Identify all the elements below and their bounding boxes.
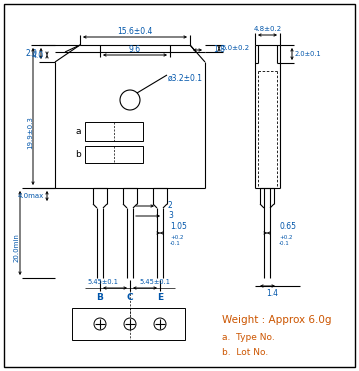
Text: 3: 3 (168, 211, 173, 220)
Text: B: B (97, 293, 103, 302)
Text: 1.4: 1.4 (266, 289, 279, 298)
Text: Weight : Approx 6.0g: Weight : Approx 6.0g (222, 315, 331, 325)
Text: 5.45±0.1: 5.45±0.1 (88, 279, 118, 285)
Text: 1.05: 1.05 (170, 222, 187, 231)
Text: 4.0max: 4.0max (18, 193, 44, 199)
Text: 0.65: 0.65 (279, 222, 296, 231)
Text: 5.45±0.1: 5.45±0.1 (140, 279, 171, 285)
Text: +0.2
-0.1: +0.2 -0.1 (170, 235, 183, 246)
Text: 1.8: 1.8 (213, 46, 225, 55)
Text: b: b (75, 150, 81, 159)
Text: 2.0±0.1: 2.0±0.1 (295, 51, 322, 57)
Text: 2.0: 2.0 (26, 49, 38, 58)
Text: a: a (75, 127, 81, 136)
Bar (85, 146, 143, 163)
Text: 20.0min: 20.0min (14, 233, 20, 262)
Text: b.  Lot No.: b. Lot No. (222, 348, 268, 357)
Text: 19.9±0.3: 19.9±0.3 (27, 116, 33, 150)
Text: ø3.2±0.1: ø3.2±0.1 (168, 74, 203, 83)
Text: 4.8±0.2: 4.8±0.2 (253, 26, 281, 32)
Text: 15.6±0.4: 15.6±0.4 (117, 27, 153, 36)
Text: 2: 2 (168, 201, 173, 210)
Bar (72, 308, 185, 340)
Text: +0.2
-0.1: +0.2 -0.1 (279, 235, 293, 246)
Text: 5.0±0.2: 5.0±0.2 (221, 46, 249, 52)
Text: a.  Type No.: a. Type No. (222, 333, 275, 342)
Text: 9.6: 9.6 (129, 46, 141, 55)
Bar (85, 122, 143, 141)
Text: C: C (127, 293, 133, 302)
Text: 4.0: 4.0 (32, 50, 44, 59)
Text: E: E (157, 293, 163, 302)
